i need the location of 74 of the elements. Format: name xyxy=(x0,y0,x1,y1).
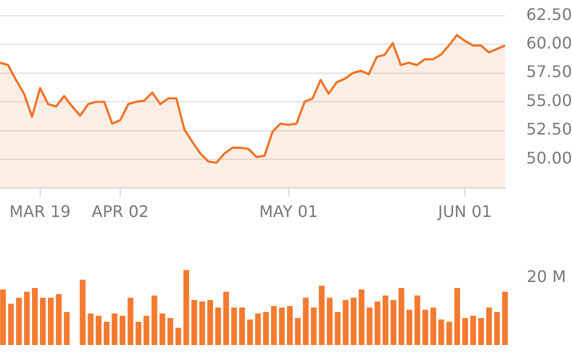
x-tick-label: MAY 01 xyxy=(259,202,318,221)
bar xyxy=(342,300,349,345)
bar xyxy=(374,302,380,345)
bar xyxy=(486,308,492,345)
bar xyxy=(24,292,30,345)
bar xyxy=(199,302,206,345)
bar xyxy=(326,298,333,345)
bar xyxy=(80,280,86,345)
bar xyxy=(470,316,476,345)
bar xyxy=(152,296,158,345)
bar xyxy=(478,318,484,345)
y-tick-label: 60.00 xyxy=(526,33,572,52)
y-tick-label: 52.50 xyxy=(526,120,572,139)
bar xyxy=(414,296,420,345)
bar xyxy=(462,318,468,345)
bar xyxy=(183,270,190,345)
bar xyxy=(446,322,452,345)
y-tick-label: 57.50 xyxy=(526,62,572,82)
bar xyxy=(454,288,460,345)
bar xyxy=(398,288,404,345)
bar xyxy=(271,306,277,345)
bar xyxy=(286,306,293,345)
bar xyxy=(144,316,150,345)
bar xyxy=(8,304,14,345)
y-tick-label: 62.50 xyxy=(526,4,572,24)
bar xyxy=(0,290,6,345)
bar xyxy=(294,318,301,345)
bar xyxy=(56,294,62,345)
bar xyxy=(191,300,198,345)
bar xyxy=(136,322,142,345)
bar xyxy=(175,328,182,345)
bar xyxy=(350,298,356,345)
bar xyxy=(390,300,396,345)
bar xyxy=(239,308,245,345)
y-tick-label: 50.00 xyxy=(526,148,572,168)
bar xyxy=(120,316,126,345)
bar xyxy=(207,300,214,345)
bar xyxy=(247,320,253,345)
x-tick-label: JUN 01 xyxy=(437,202,492,221)
bar xyxy=(358,290,364,345)
bar xyxy=(48,298,54,345)
bar xyxy=(382,296,388,345)
bar xyxy=(263,312,269,345)
bar xyxy=(430,308,436,345)
bar xyxy=(255,314,261,345)
text: 20 M xyxy=(526,267,566,286)
bar xyxy=(310,308,317,345)
bar xyxy=(302,298,309,345)
bar xyxy=(438,320,444,345)
bar xyxy=(167,318,174,345)
bar xyxy=(40,298,46,345)
x-tick-label: APR 02 xyxy=(92,202,149,221)
bar xyxy=(16,298,22,345)
bar xyxy=(334,312,341,345)
bar xyxy=(223,292,229,345)
bar xyxy=(128,298,134,345)
y-tick-label: 55.00 xyxy=(526,90,572,110)
bar xyxy=(215,308,222,345)
bar xyxy=(112,314,118,345)
bar xyxy=(88,314,94,345)
bar xyxy=(32,288,38,345)
bar xyxy=(96,316,102,345)
bar xyxy=(422,310,428,345)
bar xyxy=(104,322,110,345)
bar xyxy=(502,292,508,345)
bar xyxy=(494,312,500,345)
bar xyxy=(231,308,237,345)
bar xyxy=(279,308,285,345)
bar xyxy=(64,312,70,345)
x-tick-label: MAR 19 xyxy=(9,202,71,221)
bar xyxy=(159,314,166,345)
bar xyxy=(318,286,325,345)
bar xyxy=(366,308,372,345)
bar xyxy=(406,310,412,345)
